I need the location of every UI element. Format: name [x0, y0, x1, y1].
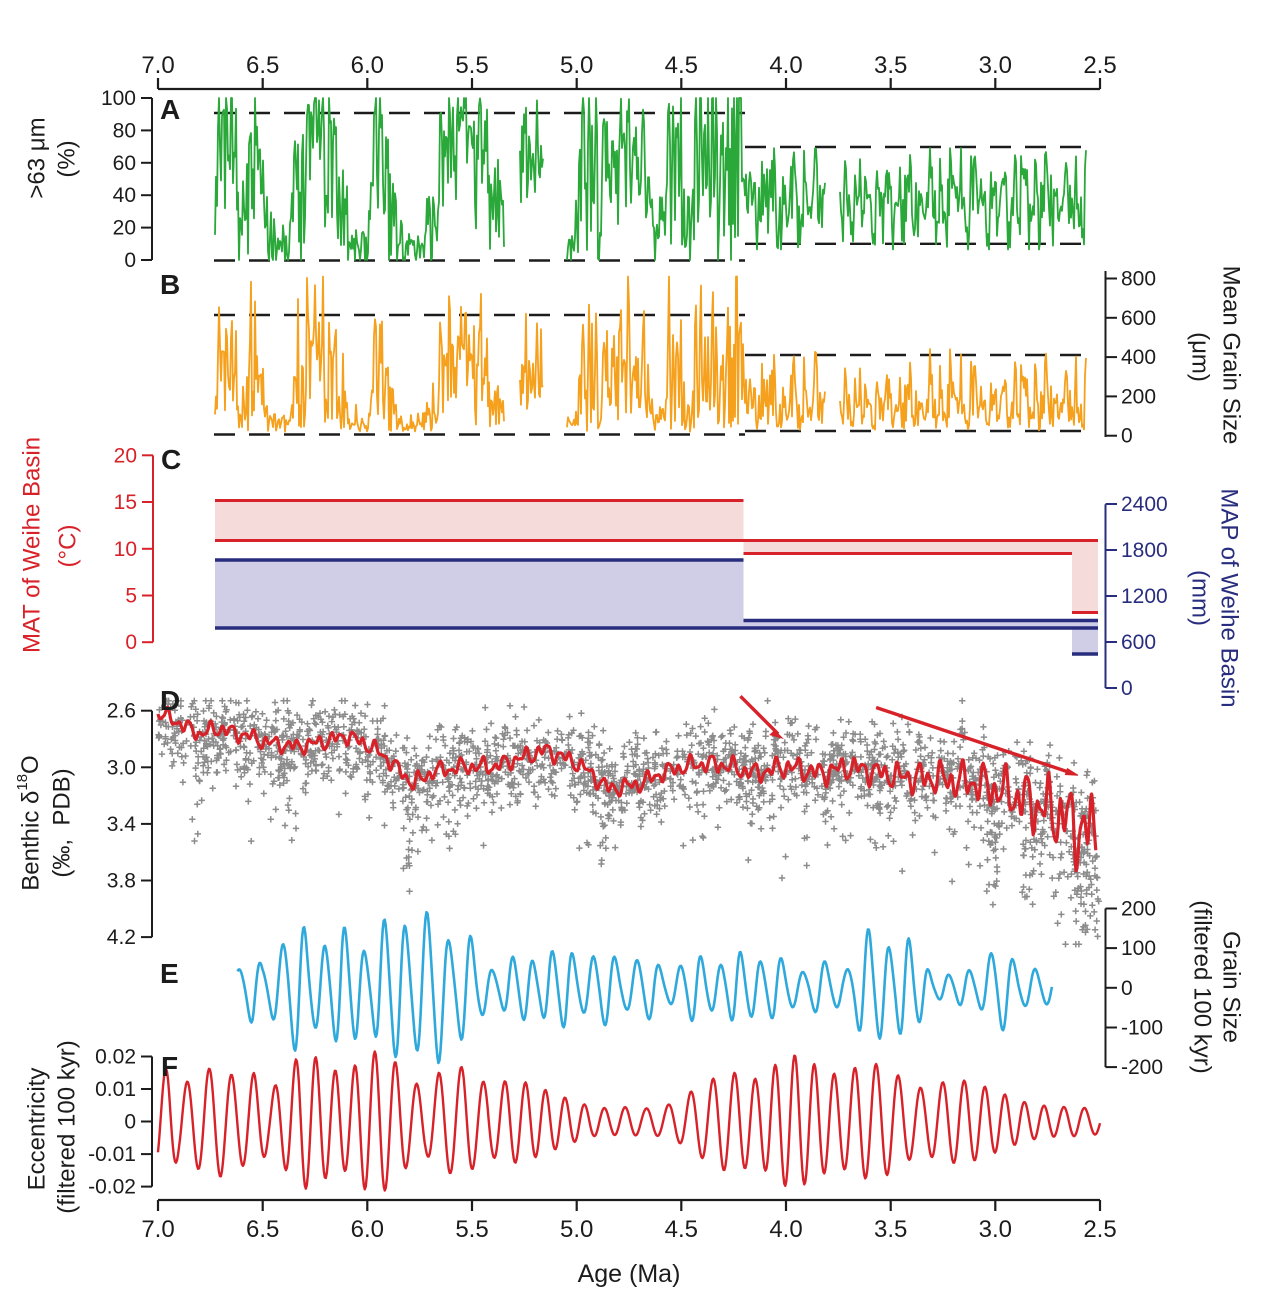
- svg-text:100: 100: [101, 87, 136, 110]
- svg-text:6.5: 6.5: [246, 1216, 279, 1243]
- svg-text:3.8: 3.8: [107, 870, 136, 893]
- svg-text:2.5: 2.5: [1083, 52, 1116, 79]
- svg-text:4.0: 4.0: [769, 1216, 802, 1243]
- svg-text:0: 0: [125, 631, 137, 654]
- svg-text:6.0: 6.0: [351, 1216, 384, 1243]
- svg-text:3.4: 3.4: [107, 813, 137, 836]
- svg-text:200: 200: [1121, 385, 1156, 408]
- svg-text:(filtered 100 kyr): (filtered 100 kyr): [53, 1040, 80, 1213]
- svg-text:600: 600: [1121, 307, 1156, 330]
- svg-text:2.6: 2.6: [107, 700, 136, 723]
- svg-text:4.5: 4.5: [665, 52, 698, 79]
- svg-text:20: 20: [114, 444, 137, 467]
- svg-text:>63 μm: >63 μm: [23, 117, 50, 198]
- svg-text:Eccentricity: Eccentricity: [23, 1068, 50, 1191]
- svg-text:5.0: 5.0: [560, 52, 593, 79]
- svg-text:40: 40: [113, 184, 136, 207]
- svg-text:0: 0: [1121, 425, 1133, 448]
- svg-text:3.0: 3.0: [107, 756, 136, 779]
- svg-text:Mean Grain Size: Mean Grain Size: [1218, 266, 1245, 445]
- svg-text:B: B: [160, 269, 180, 300]
- svg-text:(filtered 100 kyr): (filtered 100 kyr): [1189, 900, 1216, 1073]
- svg-text:200: 200: [1121, 898, 1156, 921]
- svg-text:(μm): (μm): [1187, 332, 1214, 382]
- svg-text:100: 100: [1121, 937, 1156, 960]
- svg-text:5.0: 5.0: [560, 1216, 593, 1243]
- svg-text:5.5: 5.5: [455, 1216, 488, 1243]
- svg-text:0.01: 0.01: [95, 1078, 136, 1101]
- svg-text:5: 5: [125, 585, 137, 608]
- svg-text:1200: 1200: [1121, 585, 1168, 608]
- svg-text:4.5: 4.5: [665, 1216, 698, 1243]
- svg-text:0: 0: [1121, 677, 1133, 700]
- svg-text:(‰, PDB): (‰, PDB): [48, 768, 75, 877]
- svg-text:6.5: 6.5: [246, 52, 279, 79]
- svg-text:Grain Size: Grain Size: [1218, 931, 1245, 1043]
- svg-text:6.0: 6.0: [351, 52, 384, 79]
- svg-text:4.2: 4.2: [107, 926, 136, 949]
- svg-text:1800: 1800: [1121, 539, 1168, 562]
- svg-text:F: F: [161, 1051, 178, 1082]
- svg-text:2.5: 2.5: [1083, 1216, 1116, 1243]
- svg-text:(mm): (mm): [1187, 570, 1214, 626]
- svg-text:0.02: 0.02: [95, 1046, 136, 1069]
- svg-text:20: 20: [113, 217, 136, 240]
- svg-text:-200: -200: [1121, 1056, 1163, 1079]
- svg-text:3.5: 3.5: [874, 1216, 907, 1243]
- svg-text:MAP of Weihe Basin: MAP of Weihe Basin: [1216, 488, 1243, 707]
- svg-text:7.0: 7.0: [141, 1216, 174, 1243]
- svg-text:4.0: 4.0: [769, 52, 802, 79]
- svg-text:7.0: 7.0: [141, 52, 174, 79]
- svg-text:0: 0: [1121, 977, 1133, 1000]
- svg-text:Age (Ma): Age (Ma): [578, 1260, 681, 1288]
- svg-text:600: 600: [1121, 631, 1156, 654]
- svg-text:A: A: [160, 94, 180, 125]
- svg-text:60: 60: [113, 152, 136, 175]
- svg-text:C: C: [161, 444, 181, 475]
- svg-text:(%): (%): [53, 140, 80, 177]
- svg-text:E: E: [160, 958, 179, 989]
- svg-text:-0.01: -0.01: [88, 1143, 136, 1166]
- svg-text:80: 80: [113, 119, 136, 142]
- svg-text:-0.02: -0.02: [88, 1176, 136, 1199]
- svg-text:2400: 2400: [1121, 493, 1168, 516]
- svg-text:10: 10: [114, 538, 137, 561]
- svg-text:-100: -100: [1121, 1017, 1163, 1040]
- svg-text:D: D: [160, 685, 180, 716]
- svg-text:15: 15: [114, 491, 137, 514]
- svg-text:MAT of Weihe Basin: MAT of Weihe Basin: [18, 437, 45, 653]
- svg-text:5.5: 5.5: [455, 52, 488, 79]
- svg-text:(°C): (°C): [54, 525, 81, 568]
- svg-text:400: 400: [1121, 346, 1156, 369]
- svg-text:3.5: 3.5: [874, 52, 907, 79]
- svg-text:3.0: 3.0: [979, 52, 1012, 79]
- svg-text:0: 0: [124, 249, 136, 272]
- svg-text:0: 0: [124, 1111, 136, 1134]
- svg-text:800: 800: [1121, 268, 1156, 291]
- svg-text:3.0: 3.0: [979, 1216, 1012, 1243]
